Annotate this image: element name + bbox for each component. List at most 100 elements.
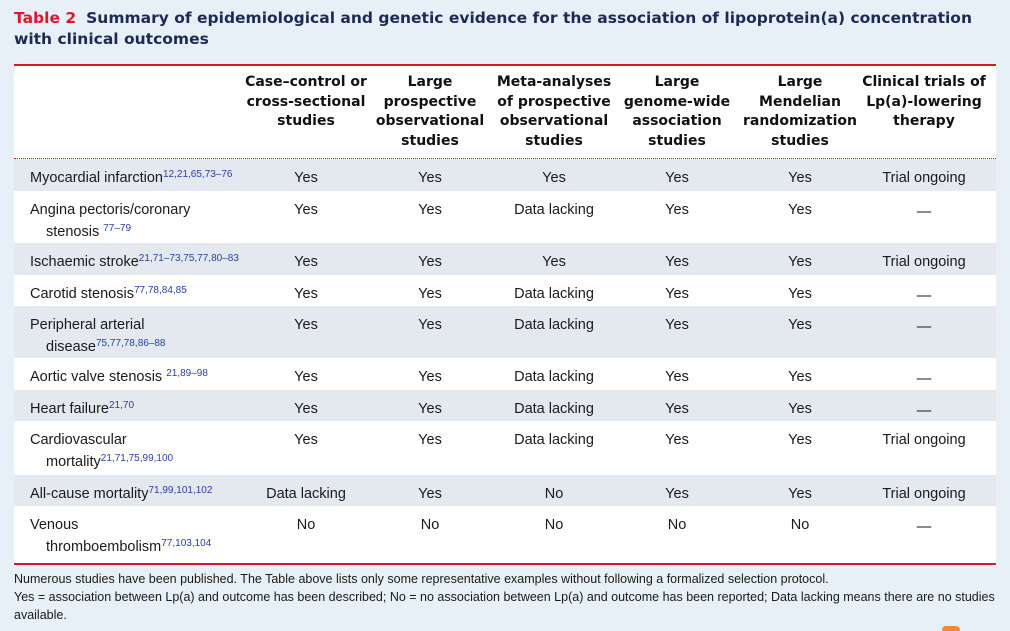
outcome-label: Angina pectoris/coronary stenosis 77–79 (30, 199, 190, 243)
outcome-line: Heart failure21,70 (30, 400, 135, 418)
table-row: Myocardial infarction12,21,65,73–76 Yes Ye… (14, 159, 996, 191)
evidence-cell: Data lacking (514, 369, 594, 385)
table-row: Heart failure21,70 Yes Yes Data lacking Yes Y… (14, 390, 996, 421)
evidence-cell: No (296, 517, 316, 533)
evidence-cell: Yes (418, 202, 442, 218)
evidence-cell: — (916, 403, 932, 419)
table-label: Table 2 (14, 9, 77, 27)
evidence-cell: Yes (418, 170, 442, 186)
evidence-cell: — (916, 204, 932, 220)
table-row: Ischaemic stroke21,71–73,75,77,80–83 Yes Y… (14, 243, 996, 275)
column-header-line: Clinical trials of (862, 74, 986, 90)
evidence-cell: Yes (542, 254, 566, 270)
evidence-cell: — (916, 319, 932, 335)
evidence-cell: Data lacking (514, 401, 594, 417)
outcome-line: Venous (30, 517, 79, 533)
reference-superscript: 21,89–98 (166, 368, 208, 379)
evidence-cell: Yes (665, 401, 689, 417)
column-header-2: Large prospective observational studies (370, 73, 490, 151)
evidence-cell: — (916, 288, 932, 304)
evidence-cell: No (790, 517, 810, 533)
column-header-6: Clinical trials of Lp(a)-lowering therapy (849, 73, 999, 132)
evidence-cell: Trial ongoing (882, 170, 966, 186)
outcome-label: Ischaemic stroke21,71–73,75,77,80–83 (30, 251, 239, 273)
evidence-cell: No (420, 517, 440, 533)
column-header-line: prospective (383, 93, 477, 110)
column-header-line: studies (277, 113, 335, 129)
table-row: Cardiovascular mortality21,71,75,99,100 Ye… (14, 421, 996, 475)
table-title: Table 2 Summary of epidemiological and ge… (14, 8, 999, 50)
table-row: Peripheral arterial disease75,77,78,86–88… (14, 306, 996, 358)
outcome-label: Carotid stenosis77,78,84,85 (30, 283, 187, 305)
evidence-cell: Yes (788, 202, 812, 218)
evidence-cell: Yes (418, 401, 442, 417)
reference-superscript: 12,21,65,73–76 (162, 169, 233, 180)
evidence-cell: Yes (418, 317, 442, 333)
evidence-cell: Yes (294, 286, 318, 302)
evidence-cell: Data lacking (514, 286, 594, 302)
column-header-line: Meta-analyses (496, 74, 612, 90)
column-header-1: Case–control or cross-sectional studies (236, 73, 376, 132)
reference-superscript: 21,71–73,75,77,80–83 (138, 253, 239, 264)
column-header-line: randomization (742, 113, 858, 129)
evidence-cell: No (544, 486, 564, 502)
column-header-line: Lp(a)-lowering (866, 93, 982, 110)
reference-superscript: 77–79 (103, 223, 132, 234)
column-header-3: Meta-analyses of prospective observational… (489, 73, 619, 151)
table-row: Carotid stenosis77,78,84,85 Yes Yes Data la… (14, 275, 996, 306)
table-caption: Summary of epidemiological and genetic e… (14, 9, 972, 48)
outcome-line: Cardiovascular (30, 432, 127, 448)
outcome-line: disease75,77,78,86–88 (46, 338, 166, 356)
evidence-cell: Yes (788, 254, 812, 270)
outcome-label: Venous thromboembolism77,103,104 (30, 514, 211, 558)
outcome-label: All-cause mortality71,99,101,102 (30, 483, 212, 505)
outcome-line: Carotid stenosis77,78,84,85 (30, 285, 187, 303)
evidence-cell: Yes (788, 432, 812, 448)
column-header-line: studies (648, 132, 706, 149)
evidence-cell: Yes (542, 170, 566, 186)
evidence-cell: Data lacking (514, 317, 594, 333)
column-header-line: Large (654, 74, 700, 90)
outcome-line: All-cause mortality71,99,101,102 (30, 485, 213, 503)
column-header-5: Large Mendelian randomization studies (735, 73, 865, 151)
outcome-line: Aortic valve stenosis 21,89–98 (30, 368, 208, 386)
evidence-cell: Data lacking (266, 486, 346, 502)
outcome-label: Peripheral arterial disease75,77,78,86–88 (30, 314, 166, 358)
column-header-line: cross-sectional (246, 93, 366, 110)
reference-superscript: 21,71,75,99,100 (100, 453, 174, 464)
outcome-line: Ischaemic stroke21,71–73,75,77,80–83 (30, 253, 239, 271)
evidence-cell: Yes (418, 432, 442, 448)
column-header-4: Large genome-wide association studies (615, 73, 740, 151)
outcome-label: Heart failure21,70 (30, 398, 134, 420)
outcome-label: Aortic valve stenosis 21,89–98 (30, 366, 208, 388)
evidence-cell: No (667, 517, 687, 533)
evidence-cell: Yes (665, 317, 689, 333)
evidence-cell: — (916, 371, 932, 387)
table-row: Angina pectoris/coronary stenosis 77–79 Ye… (14, 191, 996, 243)
evidence-cell: Yes (788, 486, 812, 502)
column-header-line: Large (407, 74, 453, 90)
reference-superscript: 75,77,78,86–88 (95, 338, 166, 349)
outcome-line: Myocardial infarction12,21,65,73–76 (30, 169, 233, 187)
evidence-cell: Yes (788, 286, 812, 302)
evidence-cell: Yes (294, 202, 318, 218)
column-header-line: observational (375, 113, 485, 129)
column-header-line: observational (499, 113, 609, 129)
evidence-cell: Yes (294, 254, 318, 270)
outcome-line: Angina pectoris/coronary (30, 202, 191, 218)
evidence-cell: Yes (665, 286, 689, 302)
evidence-cell: Trial ongoing (882, 432, 966, 448)
outcome-line: Peripheral arterial (30, 317, 145, 333)
outcome-label: Myocardial infarction12,21,65,73–76 (30, 167, 233, 189)
reference-superscript: 77,78,84,85 (133, 285, 187, 296)
column-header-line: association (632, 113, 722, 129)
table-footnotes: Numerous studies have been published. Th… (14, 570, 999, 624)
evidence-cell: Data lacking (514, 202, 594, 218)
evidence-cell: Yes (294, 369, 318, 385)
evidence-cell: Yes (788, 170, 812, 186)
column-header-line: Large (777, 74, 823, 90)
evidence-cell: Yes (294, 432, 318, 448)
outcome-label: Cardiovascular mortality21,71,75,99,100 (30, 429, 173, 473)
evidence-cell: Yes (788, 401, 812, 417)
reference-superscript: 71,99,101,102 (148, 485, 213, 496)
